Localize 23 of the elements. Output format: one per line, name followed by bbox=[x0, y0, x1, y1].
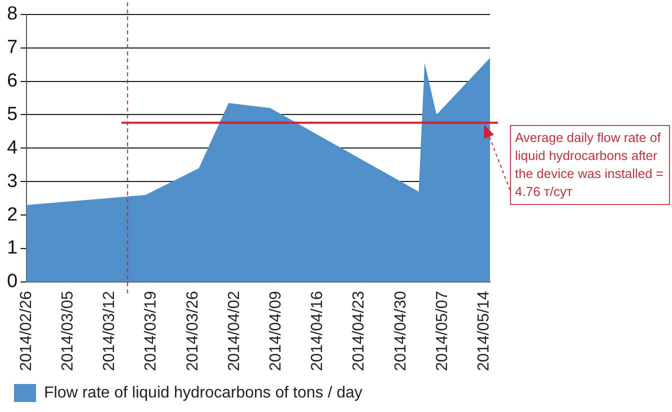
x-tick-label: 2014/03/05 bbox=[60, 290, 77, 371]
y-tick-label: 5 bbox=[6, 104, 18, 125]
x-tick-label: 2014/03/26 bbox=[184, 290, 202, 371]
x-tick-label: 2014/05/14 bbox=[475, 290, 492, 371]
x-tick-label: 2014/04/30 bbox=[392, 290, 410, 371]
y-tick-label: 4 bbox=[6, 137, 18, 158]
x-tick-label: 2014/03/19 bbox=[142, 290, 160, 371]
legend-label: Flow rate of liquid hydrocarbons of tons / day bbox=[44, 384, 362, 402]
y-tick-label: 6 bbox=[6, 70, 18, 92]
y-tick-label: 3 bbox=[6, 170, 18, 192]
x-tick-label: 2014/04/09 bbox=[268, 290, 285, 371]
y-tick-label: 8 bbox=[6, 4, 18, 25]
x-tick-label: 2014/03/12 bbox=[101, 290, 118, 371]
y-tick-label: 1 bbox=[6, 238, 18, 259]
x-tick-label: 2014/04/02 bbox=[226, 290, 243, 371]
x-tick-label: 2014/02/26 bbox=[18, 290, 35, 371]
y-tick-label: 0 bbox=[6, 271, 18, 292]
y-tick-label: 2 bbox=[6, 204, 18, 226]
legend-label: Average daily flow rate of liquid hydrocarbons after the device was installed = 4.76 т/сут bbox=[510, 125, 670, 205]
x-tick-label: 2014/05/07 bbox=[434, 290, 451, 371]
x-tick-label: 2014/04/23 bbox=[350, 290, 368, 371]
x-tick-label: 2014/04/16 bbox=[309, 290, 326, 371]
y-tick-label: 7 bbox=[6, 37, 18, 58]
